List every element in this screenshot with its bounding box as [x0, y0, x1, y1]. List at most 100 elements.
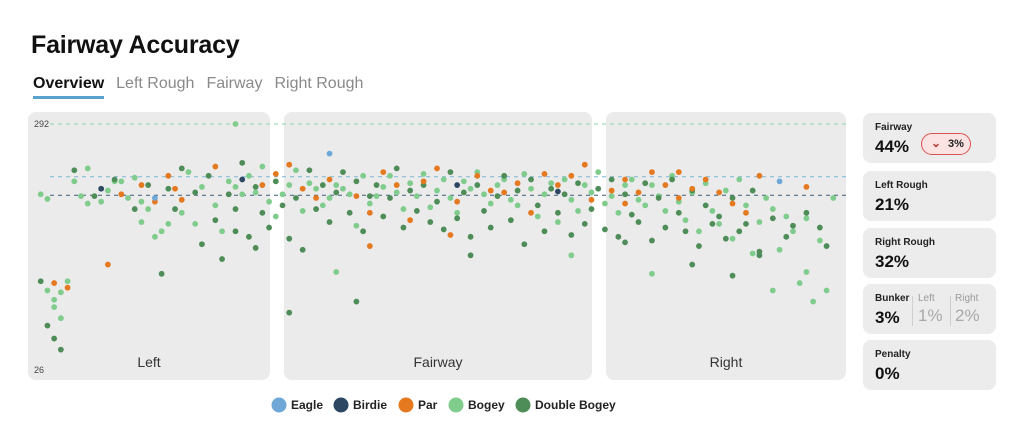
data-point — [595, 169, 602, 175]
data-point — [252, 183, 259, 190]
data-point — [299, 185, 306, 192]
data-point — [366, 243, 373, 249]
data-point — [494, 193, 501, 200]
data-point — [575, 208, 581, 214]
data-point — [521, 241, 528, 248]
stat-card-penalty: Penalty 0% — [863, 340, 996, 390]
data-point — [662, 208, 669, 214]
data-point — [393, 182, 400, 188]
data-point — [232, 121, 239, 127]
stat-value: 21% — [875, 195, 910, 214]
data-point — [420, 171, 427, 177]
data-point — [279, 202, 286, 209]
data-point — [756, 252, 763, 259]
data-point — [91, 193, 98, 200]
data-point — [212, 163, 219, 170]
data-point — [796, 280, 803, 286]
data-point — [373, 182, 380, 188]
data-point — [306, 167, 313, 174]
data-point — [172, 185, 178, 192]
stat-label: Bunker — [875, 293, 910, 304]
data-point — [622, 182, 628, 188]
data-point — [816, 224, 823, 231]
data-point — [326, 150, 333, 157]
data-point — [467, 185, 474, 192]
data-point — [595, 185, 602, 192]
data-point — [407, 217, 414, 224]
region-panel — [284, 112, 592, 380]
data-point — [259, 163, 266, 170]
data-point — [669, 176, 675, 183]
data-point — [729, 235, 736, 242]
region-panel — [28, 112, 270, 380]
data-point — [333, 189, 340, 196]
stat-value: 44% — [875, 137, 910, 156]
data-point — [460, 189, 467, 196]
tab-bar: Overview Left Rough Fairway Right Rough — [33, 75, 363, 99]
data-point — [78, 193, 84, 200]
data-point — [454, 215, 461, 222]
data-point — [366, 193, 373, 200]
data-point — [212, 217, 219, 224]
data-point — [581, 161, 588, 168]
data-point — [729, 200, 736, 207]
data-point — [561, 176, 568, 183]
data-point — [628, 211, 635, 218]
data-point — [51, 335, 58, 342]
data-point — [729, 195, 736, 201]
data-point — [407, 187, 414, 194]
legend-swatch — [271, 397, 287, 413]
data-point — [615, 209, 622, 216]
y-tick-label: 292 — [34, 119, 49, 129]
data-point — [165, 172, 172, 179]
data-point — [313, 206, 319, 212]
data-point — [810, 298, 817, 305]
data-point — [528, 185, 534, 192]
data-point — [400, 224, 407, 231]
data-point — [514, 180, 521, 187]
data-point — [380, 213, 387, 220]
tab-right-rough[interactable]: Right Rough — [274, 75, 364, 92]
data-point — [608, 187, 615, 194]
data-point — [185, 169, 192, 175]
data-point — [326, 219, 333, 225]
data-point — [675, 209, 682, 216]
stat-card-left-rough: Left Rough 21% — [863, 171, 996, 221]
data-point — [689, 261, 696, 268]
legend-swatch — [448, 397, 464, 413]
data-point — [413, 208, 420, 214]
data-point — [272, 171, 279, 177]
stat-label: Right Rough — [875, 237, 935, 248]
data-point — [225, 178, 232, 185]
data-point — [514, 187, 521, 194]
data-point — [313, 195, 319, 201]
data-point — [158, 270, 165, 277]
data-point — [790, 228, 796, 235]
tab-left-rough[interactable]: Left Rough — [116, 75, 195, 92]
data-point — [749, 250, 756, 257]
data-point — [360, 228, 367, 235]
legend-label: Birdie — [353, 398, 387, 412]
data-point — [353, 178, 360, 185]
data-point — [293, 167, 299, 174]
data-point — [622, 239, 628, 246]
data-point — [649, 182, 655, 188]
data-point — [37, 191, 44, 198]
data-point — [769, 287, 776, 294]
data-point — [454, 198, 461, 205]
data-point — [51, 296, 58, 303]
data-point — [44, 196, 51, 202]
data-point — [555, 188, 561, 195]
data-point — [165, 220, 172, 227]
data-point — [380, 183, 387, 190]
data-point — [239, 191, 246, 198]
data-point — [769, 215, 776, 222]
data-point — [219, 228, 225, 235]
tab-fairway[interactable]: Fairway — [206, 75, 263, 92]
delta-value: 3% — [948, 138, 964, 150]
tab-overview[interactable]: Overview — [33, 75, 105, 99]
data-point — [118, 191, 125, 198]
data-point — [286, 182, 293, 188]
data-point — [803, 269, 810, 275]
data-point — [655, 195, 662, 201]
